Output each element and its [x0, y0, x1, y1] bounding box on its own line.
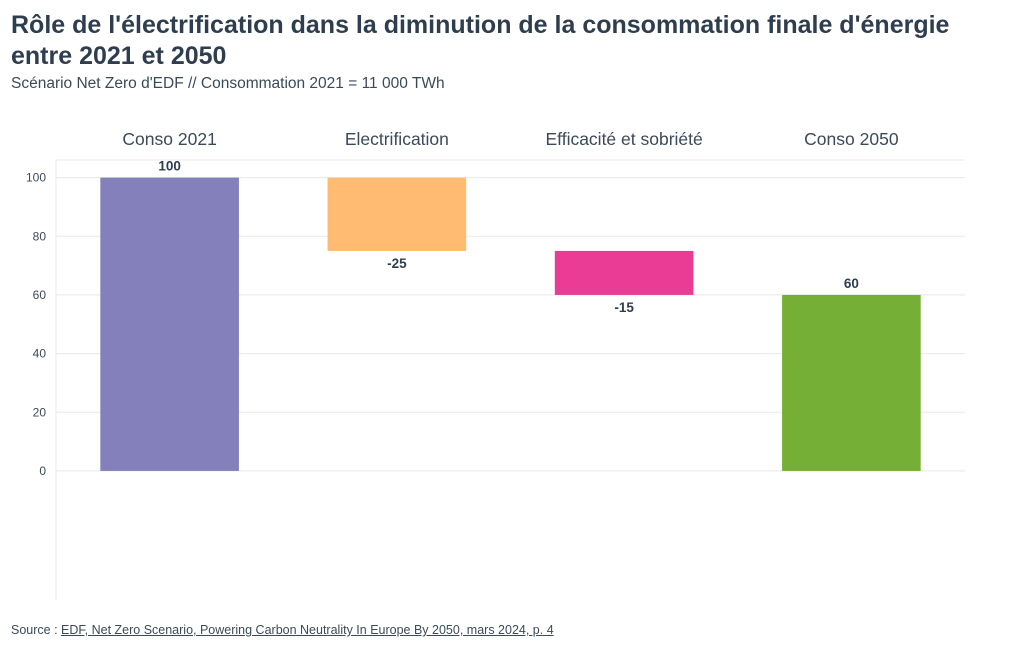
data-label: -25	[387, 256, 407, 271]
bar	[554, 250, 694, 295]
chart-subtitle: Scénario Net Zero d'EDF // Consommation …	[11, 75, 445, 92]
y-tick-label: 80	[33, 229, 47, 243]
category-label: Electrification	[345, 129, 449, 149]
y-tick-label: 40	[33, 347, 47, 361]
source-prefix: Source :	[11, 623, 62, 637]
bar	[100, 177, 239, 471]
category-labels: Conso 2021 Electrification Efficacité et s…	[122, 129, 898, 149]
y-tick-label: 60	[33, 288, 47, 302]
data-labels: 100 -25 -15 60	[158, 159, 859, 315]
chart-title: Rôle de l'électrification dans la diminu…	[11, 11, 950, 70]
bars	[100, 177, 921, 471]
data-label: -15	[614, 300, 634, 315]
y-tick-label: 0	[39, 464, 46, 478]
data-label: 100	[158, 159, 181, 174]
category-label: Conso 2050	[804, 129, 899, 149]
source-link[interactable]: EDF, Net Zero Scenario, Powering Carbon …	[61, 623, 554, 637]
source-note: Source : EDF, Net Zero Scenario, Powerin…	[11, 623, 554, 637]
category-label: Conso 2021	[122, 129, 216, 149]
y-tick-label: 20	[33, 405, 47, 419]
data-label: 60	[844, 276, 859, 291]
category-label: Efficacité et sobriété	[545, 129, 702, 149]
bar	[782, 294, 921, 471]
y-axis-ticks: 0 20 40 60 80 100	[26, 171, 46, 478]
y-tick-label: 100	[26, 171, 46, 185]
bar	[327, 177, 467, 251]
